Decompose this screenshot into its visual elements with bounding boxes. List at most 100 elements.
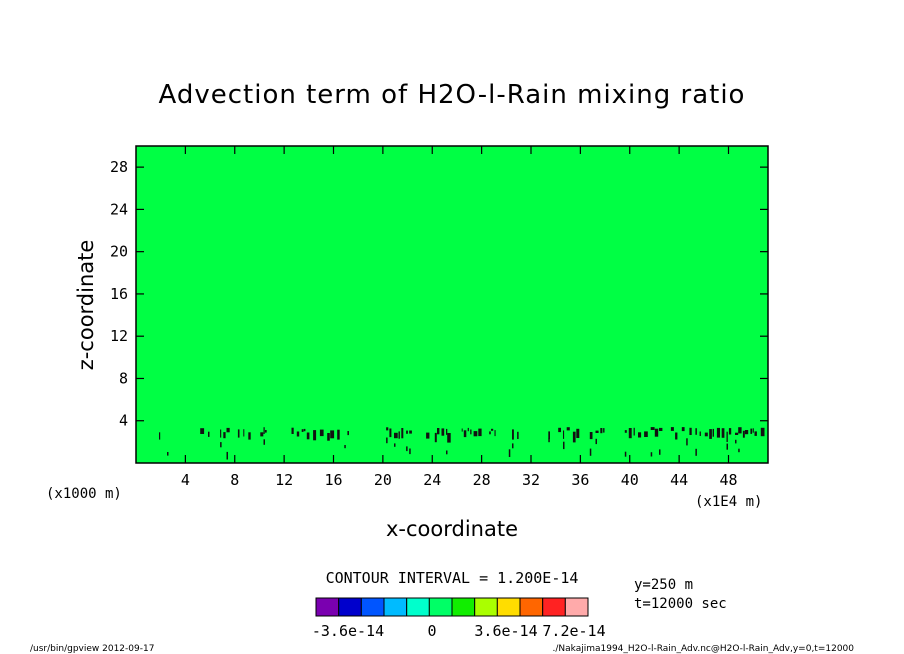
x-tick-label: 48 bbox=[719, 471, 737, 489]
feature-patch bbox=[744, 430, 749, 435]
feature-patch bbox=[675, 432, 678, 440]
x-axis-label: x-coordinate bbox=[386, 517, 518, 541]
feature-patch bbox=[709, 429, 712, 439]
feature-patch bbox=[303, 428, 306, 432]
feature-patch bbox=[159, 432, 161, 440]
feature-patch bbox=[434, 432, 437, 443]
feature-patch bbox=[563, 441, 565, 450]
feature-patch bbox=[306, 432, 310, 440]
feature-patch bbox=[220, 442, 222, 448]
feature-patch bbox=[699, 431, 701, 436]
x-tick-label: 4 bbox=[181, 471, 190, 489]
feature-patch bbox=[738, 448, 740, 453]
footer-right: ./Nakajima1994_H2O-l-Rain_Adv.nc@H2O-l-R… bbox=[553, 644, 855, 654]
y-tick-label: 4 bbox=[119, 412, 128, 430]
feature-patch bbox=[467, 427, 469, 432]
feature-patch bbox=[512, 429, 514, 440]
x-tick-label: 20 bbox=[374, 471, 392, 489]
x-tick-label: 32 bbox=[522, 471, 540, 489]
feature-patch bbox=[296, 431, 300, 437]
feature-patch bbox=[200, 428, 205, 434]
colorbar-labels: -3.6e-14 0 3.6e-14 7.2e-14 bbox=[312, 622, 606, 640]
y-tick-label: 8 bbox=[119, 369, 128, 387]
feature-patch bbox=[264, 430, 267, 433]
feature-patch bbox=[394, 432, 398, 439]
feature-patch bbox=[624, 451, 627, 457]
feature-patch bbox=[508, 449, 511, 457]
feature-patch bbox=[633, 427, 635, 436]
feature-patch bbox=[728, 428, 732, 435]
y-tick-label: 24 bbox=[110, 200, 128, 218]
colorbar-swatch bbox=[360, 597, 385, 617]
feature-patch bbox=[750, 428, 753, 434]
x-axis-ticks: 4 8 12 16 20 24 28 32 36 40 44 48 bbox=[181, 146, 738, 489]
feature-patch bbox=[327, 433, 330, 441]
y-axis-label: z-coordinate bbox=[74, 240, 98, 371]
feature-patch bbox=[558, 427, 561, 433]
feature-patch bbox=[437, 428, 440, 435]
feature-patch bbox=[589, 432, 593, 440]
feature-patch bbox=[735, 432, 739, 435]
feature-patch bbox=[644, 431, 648, 437]
feature-patch bbox=[409, 448, 411, 455]
feature-patch bbox=[659, 449, 661, 455]
feature-patch bbox=[735, 439, 737, 444]
feature-patch bbox=[659, 427, 663, 431]
feature-patch bbox=[426, 432, 430, 439]
feature-patch bbox=[263, 439, 265, 445]
colorbar-label: -3.6e-14 bbox=[312, 622, 384, 640]
feature-patch bbox=[721, 428, 725, 438]
colorbar-label: 0 bbox=[427, 622, 436, 640]
info-t: t=12000 sec bbox=[634, 596, 727, 612]
feature-patch bbox=[447, 433, 451, 443]
feature-patch bbox=[473, 431, 478, 437]
feature-patch bbox=[738, 427, 742, 434]
feature-patch bbox=[563, 430, 565, 439]
colorbar-swatch bbox=[474, 597, 498, 617]
feature-patch bbox=[595, 438, 597, 445]
feature-patch bbox=[716, 427, 720, 438]
colorbar-swatch bbox=[315, 597, 340, 617]
feature-patch bbox=[248, 432, 251, 440]
feature-patch bbox=[406, 446, 408, 452]
feature-band bbox=[159, 427, 765, 460]
feature-patch bbox=[704, 432, 708, 437]
feature-patch bbox=[681, 427, 685, 432]
y-tick-label: 28 bbox=[110, 158, 128, 176]
feature-patch bbox=[628, 428, 632, 439]
feature-patch bbox=[409, 430, 412, 434]
feature-patch bbox=[603, 428, 605, 433]
x-tick-label: 40 bbox=[621, 471, 639, 489]
x-tick-label: 36 bbox=[571, 471, 589, 489]
info-y: y=250 m bbox=[634, 577, 693, 593]
feature-patch bbox=[463, 430, 467, 438]
feature-patch bbox=[394, 443, 396, 447]
colorbar-swatch bbox=[496, 597, 521, 617]
colorbar-label: 7.2e-14 bbox=[542, 622, 605, 640]
feature-patch bbox=[237, 429, 240, 438]
feature-patch bbox=[461, 428, 463, 432]
x-tick-label: 8 bbox=[230, 471, 239, 489]
feature-patch bbox=[301, 429, 304, 432]
x-tick-label: 16 bbox=[324, 471, 342, 489]
feature-patch bbox=[263, 427, 265, 434]
feature-patch bbox=[686, 438, 688, 446]
feature-patch bbox=[386, 437, 388, 444]
colorbar-swatch bbox=[338, 597, 362, 617]
feature-patch bbox=[478, 428, 482, 437]
colorbar-swatch bbox=[428, 597, 453, 617]
colorbar-swatch bbox=[519, 597, 544, 617]
feature-patch bbox=[446, 450, 448, 455]
x-tick-label: 12 bbox=[275, 471, 293, 489]
feature-patch bbox=[589, 448, 592, 456]
feature-patch bbox=[689, 427, 692, 435]
feature-patch bbox=[695, 428, 697, 435]
feature-patch bbox=[489, 431, 491, 435]
feature-patch bbox=[386, 427, 389, 431]
feature-patch bbox=[548, 431, 550, 440]
feature-patch bbox=[226, 427, 230, 433]
feature-patch bbox=[494, 430, 496, 437]
feature-patch bbox=[600, 428, 603, 434]
feature-patch bbox=[650, 452, 653, 457]
